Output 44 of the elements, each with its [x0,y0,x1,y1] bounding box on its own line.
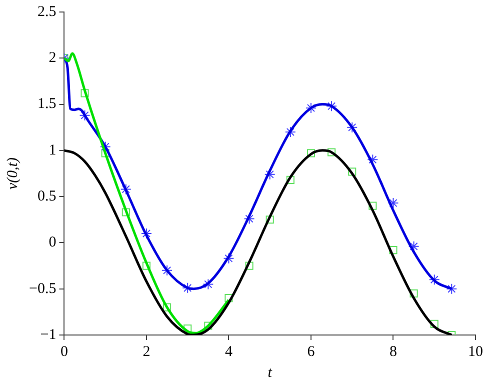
point [140,228,152,239]
point [79,110,90,121]
point [389,246,398,254]
y-tick-label: 1 [48,142,56,158]
point [446,283,458,294]
point [266,216,274,224]
point [326,100,338,112]
point [306,149,316,158]
x-tick-label: 4 [224,344,233,360]
point [182,282,194,294]
point [80,89,89,98]
point [202,278,214,290]
y-tick-label: 1.5 [37,96,56,112]
point [120,184,132,195]
x-tick-label: 0 [60,344,68,360]
point [223,252,234,264]
x-tick-label: 6 [307,344,316,360]
x-axis-title: t [268,364,273,381]
point [122,208,130,216]
x-tick-label: 2 [142,344,150,360]
x-tick-label: 8 [389,344,397,360]
y-tick-label: −0.5 [28,280,56,297]
point [408,240,420,252]
y-axis-title: v(0,t) [4,157,21,190]
y-tick-label: 0 [48,234,56,251]
point [388,198,399,209]
point [348,168,356,176]
point [430,320,438,328]
x-tick-label: 10 [468,344,483,360]
point [204,322,212,330]
point [284,126,296,138]
y-tick-label: 0.5 [37,188,56,205]
point [162,303,172,312]
y-tick-label: 2 [48,50,56,66]
point [245,262,254,270]
point [368,202,377,210]
point [142,262,151,270]
y-tick-label: −1 [40,326,56,343]
point [286,176,294,184]
y-tick-label: 2.5 [37,4,56,20]
point [305,102,316,114]
point [224,294,233,302]
point [328,148,336,156]
point [410,289,418,298]
